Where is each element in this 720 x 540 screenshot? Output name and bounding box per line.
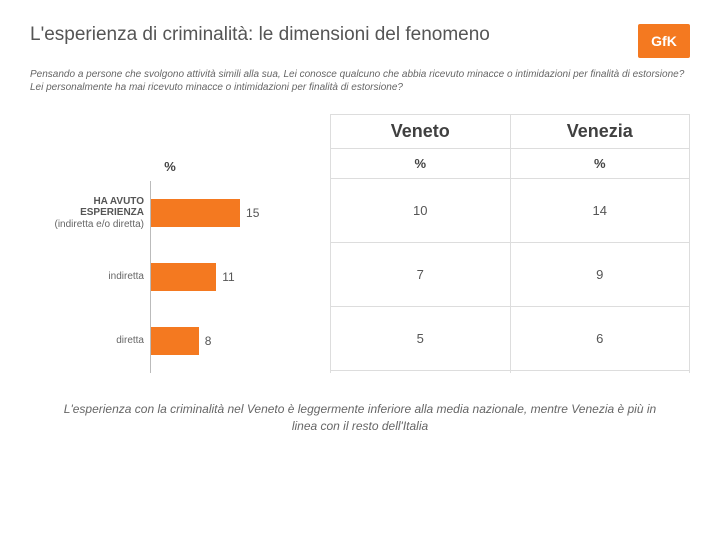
table-cell: 6 (511, 331, 690, 346)
table-row: 7 (331, 243, 510, 307)
page-title: L'esperienza di criminalità: le dimensio… (30, 24, 490, 46)
table-row: 9 (511, 243, 690, 307)
table-row: 10 (331, 179, 510, 243)
bar-label-sub: (indiretta e/o diretta) (55, 219, 145, 230)
bars-header: % (30, 151, 310, 181)
bar-value: 15 (246, 206, 259, 220)
bar-value: 11 (222, 270, 234, 284)
bar-label: indiretta (30, 271, 150, 283)
footer-note: L'esperienza con la criminalità nel Vene… (30, 401, 690, 435)
bar (151, 327, 199, 355)
table-cell: 7 (331, 267, 510, 282)
table-cell: 10 (331, 203, 510, 218)
country-header: Venezia (511, 114, 690, 149)
bar (151, 263, 216, 291)
bar-row: diretta 8 (30, 309, 310, 373)
bar-label: HA AVUTOESPERIENZA (indiretta e/o dirett… (30, 196, 150, 231)
gfk-logo: GfK (638, 24, 690, 58)
bar-wrap: 11 (150, 245, 310, 309)
bar-label: diretta (30, 335, 150, 347)
bar (151, 199, 240, 227)
country-sub-header: % (511, 149, 690, 179)
bar-value: 8 (205, 334, 212, 348)
table-cell: 5 (331, 331, 510, 346)
bar-wrap: 15 (150, 181, 310, 245)
table-cell: 14 (511, 203, 690, 218)
bars-column: % HA AVUTOESPERIENZA (indiretta e/o dire… (30, 114, 330, 373)
country-column: Venezia % 14 9 6 (510, 114, 691, 373)
table-cell: 9 (511, 267, 690, 282)
table-column: Veneto % 10 7 5 Venezia % 14 9 6 (330, 114, 690, 373)
table-row: 6 (511, 307, 690, 371)
bar-label-main: HA AVUTOESPERIENZA (80, 196, 144, 219)
bar-row: indiretta 11 (30, 245, 310, 309)
country-header: Veneto (331, 114, 510, 149)
bar-wrap: 8 (150, 309, 310, 373)
content-area: % HA AVUTOESPERIENZA (indiretta e/o dire… (30, 114, 690, 373)
bar-row: HA AVUTOESPERIENZA (indiretta e/o dirett… (30, 181, 310, 245)
table-row: 14 (511, 179, 690, 243)
table-row: 5 (331, 307, 510, 371)
country-sub-header: % (331, 149, 510, 179)
country-column: Veneto % 10 7 5 (330, 114, 510, 373)
question-text: Pensando a persone che svolgono attività… (30, 68, 690, 94)
